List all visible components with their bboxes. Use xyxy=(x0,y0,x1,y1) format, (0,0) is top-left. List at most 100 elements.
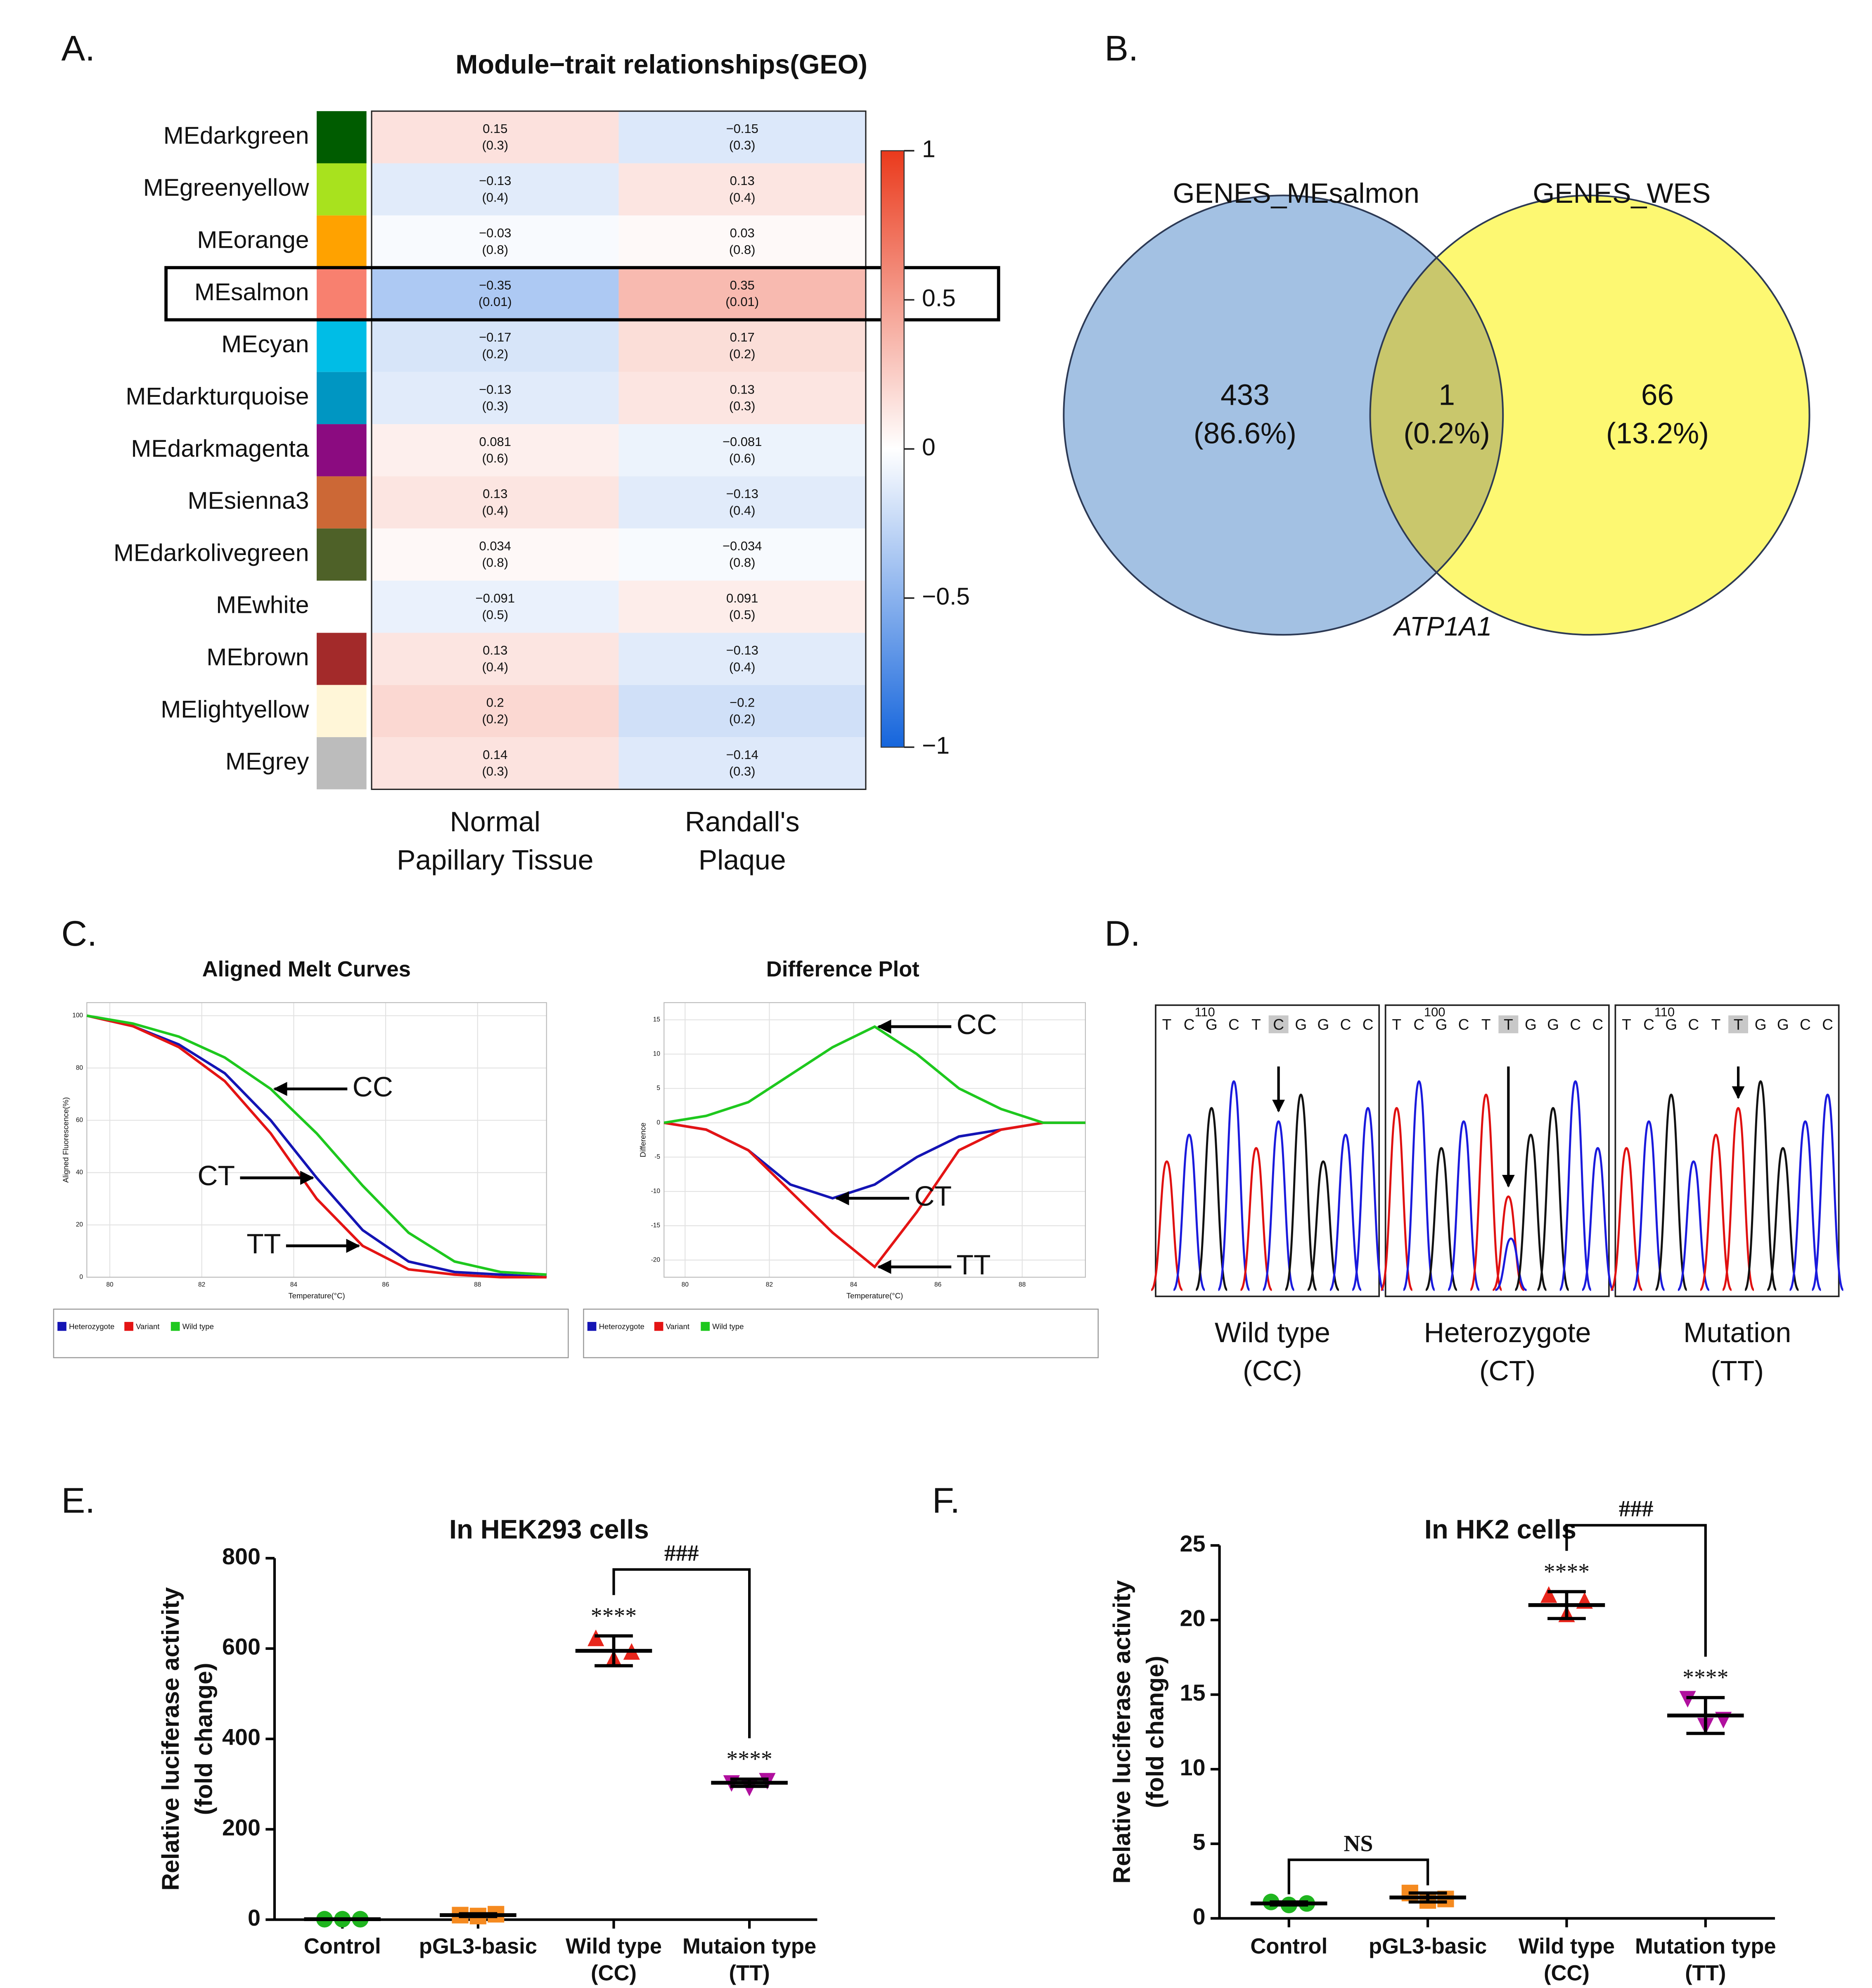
module-color xyxy=(317,633,367,685)
x-tick-label: Mutation type xyxy=(1635,1934,1776,1958)
legend-swatch xyxy=(124,1322,133,1331)
panel-letter: E. xyxy=(61,1481,95,1521)
cell-value: 0.03 xyxy=(730,226,755,240)
base-letter: G xyxy=(1665,1015,1677,1033)
cell-p-value: (0.3) xyxy=(482,764,508,778)
trace-frame xyxy=(1384,1004,1610,1298)
legend-swatch xyxy=(57,1322,66,1331)
trace-peak xyxy=(1262,1120,1295,1291)
bracket-label: NS xyxy=(1344,1831,1373,1856)
cell-value: 0.15 xyxy=(483,121,507,136)
legend-swatch xyxy=(587,1322,597,1331)
trace-peak xyxy=(1514,1134,1547,1291)
heat-cell xyxy=(618,633,866,685)
bracket xyxy=(612,1568,751,1739)
y-tick-label: -10 xyxy=(651,1188,660,1195)
highlight-base xyxy=(1498,1015,1519,1034)
x-tick-label: Mutaion type xyxy=(682,1934,816,1958)
colorbar-tick-label: −0.5 xyxy=(922,583,970,610)
set-circle xyxy=(1370,195,1810,635)
x-tick-label: (TT) xyxy=(729,1961,770,1985)
module-color xyxy=(317,737,367,790)
heat-cell xyxy=(618,685,866,738)
x-tick-label: pGL3-basic xyxy=(1369,1934,1487,1958)
bracket-label: ### xyxy=(664,1540,699,1566)
column-label: Plaque xyxy=(699,845,786,876)
cell-p-value: (0.4) xyxy=(482,660,508,674)
y-axis-label: Difference xyxy=(639,1122,647,1157)
trace-peak xyxy=(1610,1147,1643,1291)
trace-peak xyxy=(1811,1094,1844,1291)
x-tick-label: 88 xyxy=(1019,1281,1026,1288)
trace-peak xyxy=(1447,1120,1481,1291)
legend-label: Heterozygote xyxy=(69,1322,114,1331)
base-letter: C xyxy=(1340,1015,1351,1033)
cell-p-value: (0.2) xyxy=(482,712,508,726)
module-color xyxy=(317,111,367,164)
x-tick-label: (TT) xyxy=(1685,1961,1726,1985)
module-color xyxy=(317,581,367,633)
base-letter: T xyxy=(1392,1015,1401,1033)
base-letter: G xyxy=(1755,1015,1767,1033)
heat-cell xyxy=(371,737,619,790)
cell-p-value: (0.4) xyxy=(729,503,756,517)
y-axis-label: Aligned Fluorescence(%) xyxy=(62,1097,70,1183)
row-label: MEsienna3 xyxy=(188,487,309,514)
cell-p-value: (0.6) xyxy=(482,451,508,465)
y-tick-label: 25 xyxy=(1180,1531,1206,1556)
y-tick-label: 400 xyxy=(222,1725,261,1750)
set-name: GENES_MEsalmon xyxy=(1173,178,1419,209)
heat-cell xyxy=(371,163,619,216)
panel-letter: B. xyxy=(1104,29,1138,69)
cell-p-value: (0.3) xyxy=(729,138,756,152)
cell-value: −0.13 xyxy=(479,173,511,188)
trace-label: Heterozygote xyxy=(1424,1317,1591,1348)
y-tick-label: 10 xyxy=(653,1051,660,1058)
chart-title: In HK2 cells xyxy=(1424,1514,1576,1544)
module-color xyxy=(317,528,367,581)
region-count: 433 xyxy=(1220,379,1270,412)
base-letter: T xyxy=(1711,1015,1721,1033)
cell-p-value: (0.8) xyxy=(729,242,756,257)
trace-peak xyxy=(1469,1094,1503,1291)
base-letter: T xyxy=(1504,1015,1513,1033)
x-tick-label: Wild type xyxy=(566,1934,662,1958)
heat-cell xyxy=(371,111,619,164)
base-letter: C xyxy=(1228,1015,1239,1033)
module-color xyxy=(317,163,367,216)
trace-peak xyxy=(1632,1120,1666,1291)
trace-peak xyxy=(1284,1094,1318,1291)
y-tick-label: 0 xyxy=(656,1119,660,1126)
base-position: 110 xyxy=(1654,1005,1675,1019)
x-tick-label: pGL3-basic xyxy=(419,1934,537,1958)
error-bar xyxy=(730,1777,769,1788)
cell-p-value: (0.6) xyxy=(729,451,756,465)
trace-peak xyxy=(1744,1080,1777,1291)
trace-peak xyxy=(1194,1107,1228,1291)
cell-value: −0.091 xyxy=(476,591,515,605)
y-tick-label: 800 xyxy=(222,1544,261,1569)
y-tick-label: 10 xyxy=(1180,1755,1206,1780)
row-label: MEdarkturquoise xyxy=(126,383,309,410)
cell-value: 0.13 xyxy=(483,486,507,501)
set-circle xyxy=(1064,195,1503,635)
region-percent: (86.6%) xyxy=(1194,417,1296,450)
legend-swatch xyxy=(701,1322,710,1331)
colorbar-tick-label: −1 xyxy=(922,732,950,759)
base-letter: G xyxy=(1436,1015,1448,1033)
data-point xyxy=(1540,1586,1557,1603)
annotation: CT xyxy=(914,1181,952,1212)
column-label: Papillary Tissue xyxy=(397,845,593,876)
colorbar xyxy=(880,150,905,748)
module-color xyxy=(317,268,367,320)
series-line xyxy=(86,1014,547,1279)
base-letter: C xyxy=(1273,1015,1284,1033)
legend-label: Variant xyxy=(136,1322,160,1331)
series-line xyxy=(663,1025,1085,1124)
x-tick-label: Wild type xyxy=(1519,1934,1615,1958)
y-axis-label: (fold change) xyxy=(190,1663,217,1815)
chart-title: Difference Plot xyxy=(766,957,919,981)
trace-peak xyxy=(1424,1147,1458,1291)
plot-frame xyxy=(663,1002,1086,1278)
